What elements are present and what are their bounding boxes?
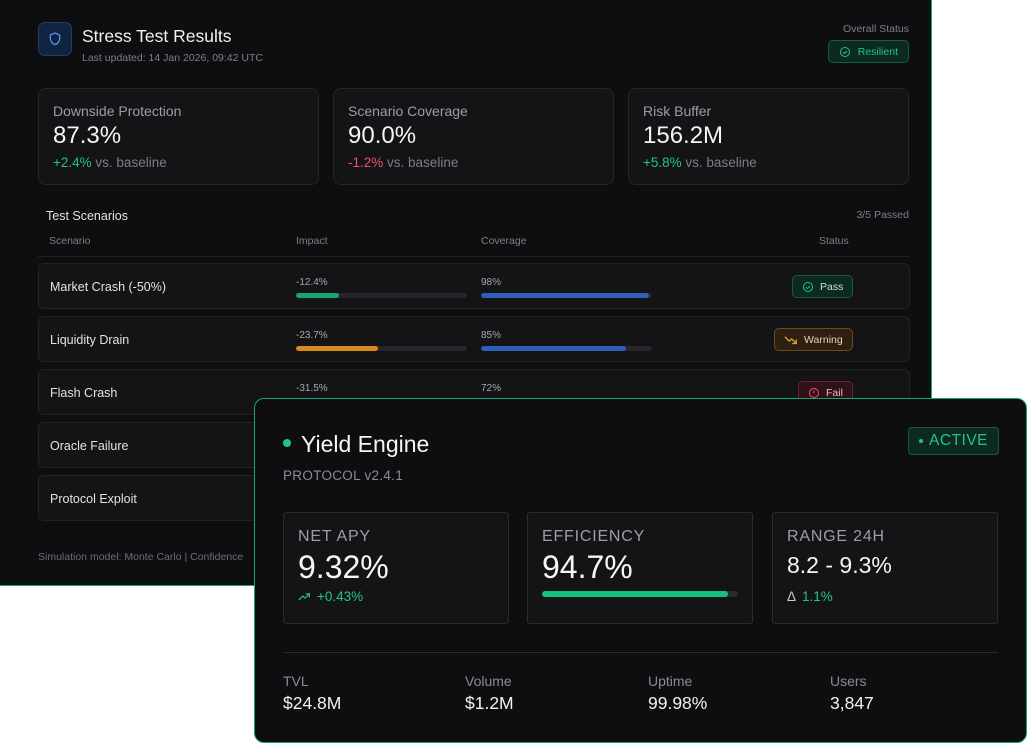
stat-change: -1.2% vs. baseline — [348, 155, 458, 170]
footer-stat-uptime: Uptime 99.98% — [648, 673, 707, 714]
metric-net-apy: NET APY 9.32% +0.43% — [283, 512, 509, 624]
metric-value: 94.7% — [542, 549, 633, 585]
stat-value: 156.2M — [643, 122, 724, 149]
page-title: Stress Test Results — [82, 26, 232, 46]
footer-divider — [283, 652, 998, 653]
impact-bar — [296, 293, 467, 298]
footer-value: 3,847 — [830, 693, 874, 713]
stat-change-value: +5.8% — [643, 155, 682, 170]
scenario-name: Oracle Failure — [50, 439, 129, 453]
stat-card-downside: Downside Protection 87.3% +2.4% vs. base… — [38, 88, 319, 185]
scenario-name: Protocol Exploit — [50, 492, 137, 506]
engine-subtitle: PROTOCOL v2.4.1 — [283, 468, 404, 483]
stat-change-suffix: vs. baseline — [685, 155, 757, 170]
alert-circle-icon — [809, 387, 819, 398]
metric-delta: Δ 1.1% — [787, 589, 833, 604]
footer-label: Users — [830, 673, 867, 689]
stat-change-suffix: vs. baseline — [95, 155, 167, 170]
stat-change: +5.8% vs. baseline — [643, 155, 757, 170]
metric-label: NET APY — [298, 528, 371, 545]
active-badge: ACTIVE — [908, 427, 999, 455]
stat-card-coverage: Scenario Coverage 90.0% -1.2% vs. baseli… — [333, 88, 614, 185]
metric-value: 8.2 - 9.3% — [787, 552, 892, 578]
metric-label: EFFICIENCY — [542, 528, 646, 545]
column-header-impact: Impact — [296, 235, 328, 247]
metric-change: +0.43% — [298, 589, 363, 604]
table-row[interactable]: Liquidity Drain -23.7% 85% Warning — [38, 316, 910, 362]
coverage-value: 72% — [481, 383, 502, 394]
dot-icon — [919, 439, 924, 443]
scenario-name: Flash Crash — [50, 386, 118, 400]
last-updated: Last updated: 14 Jan 2026, 09:42 UTC — [82, 52, 263, 64]
footer-value: $1.2M — [465, 693, 514, 713]
status-dot-icon — [283, 439, 291, 447]
active-badge-text: ACTIVE — [929, 432, 988, 449]
column-header-status: Status — [819, 235, 849, 247]
status-badge: Warning — [774, 328, 853, 351]
coverage-value: 98% — [481, 277, 502, 288]
impact-value: -12.4% — [296, 277, 328, 288]
check-circle-icon — [803, 281, 813, 292]
yield-engine-panel: Yield Engine PROTOCOL v2.4.1 ACTIVE NET … — [254, 398, 1027, 743]
stat-change-suffix: vs. baseline — [387, 155, 459, 170]
status-text: Fail — [826, 386, 843, 399]
stat-card-risk-buffer: Risk Buffer 156.2M +5.8% vs. baseline — [628, 88, 909, 185]
metric-delta-value: 1.1% — [802, 589, 833, 604]
passed-count: 3/5 Passed — [856, 209, 909, 221]
stress-test-panel: Stress Test Results Last updated: 14 Jan… — [0, 0, 932, 586]
overall-status-text: Resilient — [857, 45, 898, 58]
coverage-bar — [481, 293, 652, 298]
metric-label: RANGE 24H — [787, 528, 885, 545]
metric-value: 9.32% — [298, 549, 389, 585]
footer-value: $24.8M — [283, 693, 342, 713]
status-badge: Pass — [792, 275, 854, 298]
status-text: Pass — [820, 280, 844, 293]
footer-stat-users: Users 3,847 — [830, 673, 874, 714]
delta-symbol: Δ — [787, 589, 797, 604]
trend-up-icon — [298, 593, 310, 601]
stat-label: Scenario Coverage — [348, 103, 468, 119]
stat-label: Downside Protection — [53, 103, 182, 119]
overall-status-label: Overall Status — [843, 23, 909, 35]
engine-title: Yield Engine — [301, 431, 430, 457]
impact-value: -31.5% — [296, 383, 328, 394]
metric-range-24h: RANGE 24H 8.2 - 9.3% Δ 1.1% — [772, 512, 998, 624]
stat-value: 90.0% — [348, 122, 417, 149]
section-title: Test Scenarios — [46, 209, 128, 223]
efficiency-bar — [542, 591, 738, 597]
coverage-bar — [481, 346, 652, 351]
trend-down-icon — [784, 335, 797, 344]
stat-value: 87.3% — [53, 122, 122, 149]
footer-label: Volume — [465, 673, 512, 689]
stat-change-value: -1.2% — [348, 155, 384, 170]
overall-status-badge: Resilient — [827, 40, 909, 63]
footer-stat-tvl: TVL $24.8M — [283, 673, 341, 714]
metric-efficiency: EFFICIENCY 94.7% — [527, 512, 753, 624]
status-text: Warning — [804, 333, 843, 346]
stat-change-value: +2.4% — [53, 155, 92, 170]
scenario-name: Liquidity Drain — [50, 333, 130, 347]
column-header-scenario: Scenario — [49, 235, 91, 247]
impact-bar — [296, 346, 467, 351]
footer-stat-volume: Volume $1.2M — [465, 673, 514, 714]
footer-label: TVL — [283, 673, 309, 689]
coverage-value: 85% — [481, 330, 502, 341]
metric-change-value: +0.43% — [317, 589, 364, 604]
check-circle-icon — [839, 46, 850, 57]
shield-icon — [38, 22, 72, 56]
scenario-name: Market Crash (-50%) — [50, 280, 166, 294]
table-row[interactable]: Market Crash (-50%) -12.4% 98% Pass — [38, 263, 910, 309]
column-header-coverage: Coverage — [481, 235, 527, 247]
table-divider — [38, 256, 909, 257]
impact-value: -23.7% — [296, 330, 328, 341]
simulation-footnote: Simulation model: Monte Carlo | Confiden… — [38, 551, 244, 563]
stat-change: +2.4% vs. baseline — [53, 155, 167, 170]
footer-value: 99.98% — [648, 693, 708, 713]
footer-label: Uptime — [648, 673, 693, 689]
stat-label: Risk Buffer — [643, 103, 712, 119]
